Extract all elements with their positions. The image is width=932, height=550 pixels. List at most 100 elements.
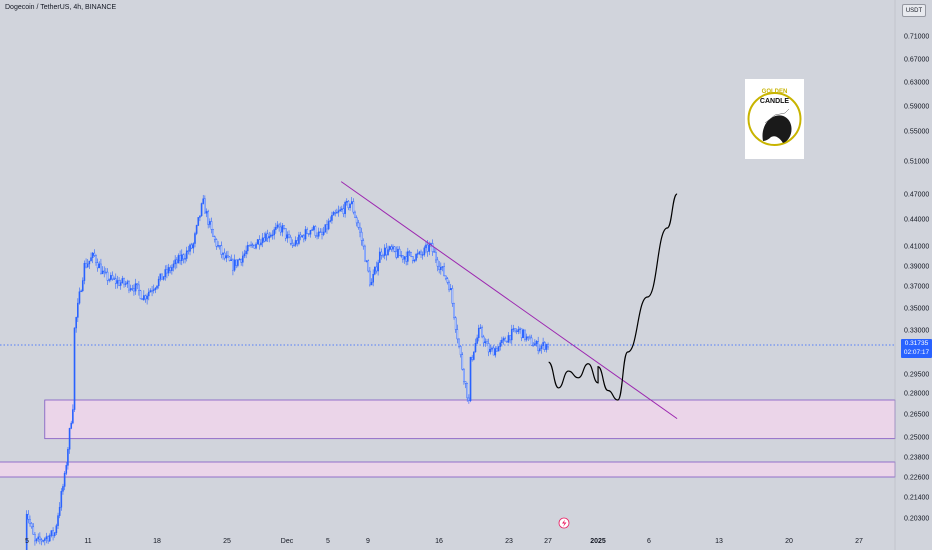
candle-body-251 bbox=[436, 259, 439, 267]
candle-body-97 bbox=[182, 254, 185, 260]
candle-body-284 bbox=[491, 347, 493, 350]
candle-body-293 bbox=[506, 340, 508, 343]
candle-body-234 bbox=[408, 251, 411, 253]
candle-body-133 bbox=[242, 255, 244, 263]
candle-body-223 bbox=[390, 246, 393, 250]
candle-body-113 bbox=[209, 221, 211, 225]
candle-body-189 bbox=[334, 212, 337, 214]
candle-body-9 bbox=[37, 536, 40, 540]
price-axis[interactable]: 0.71000 0.67000 0.63000 0.59000 0.55000 0.510… bbox=[904, 34, 929, 523]
candles bbox=[25, 194, 549, 550]
price-tick-label: 0.26500 bbox=[904, 412, 929, 419]
time-tick-label: 23 bbox=[505, 538, 513, 545]
candle-body-315 bbox=[542, 342, 544, 346]
candle-body-55 bbox=[113, 278, 115, 280]
candle-body-307 bbox=[529, 336, 531, 339]
candle-body-265 bbox=[459, 346, 462, 355]
candle-body-258 bbox=[448, 282, 450, 291]
candle-body-231 bbox=[403, 256, 406, 260]
candle-body-183 bbox=[324, 224, 327, 233]
candle-body-290 bbox=[501, 339, 503, 344]
candle-body-187 bbox=[331, 215, 333, 221]
candle-body-298 bbox=[514, 328, 516, 332]
candle-body-199 bbox=[350, 201, 353, 205]
candle-body-140 bbox=[253, 244, 256, 249]
projection-layer[interactable] bbox=[548, 193, 678, 401]
time-axis[interactable]: 5 11 18 25 Dec 5 9 16 23 27 2025 6 13 20 27 bbox=[25, 538, 863, 545]
candle-body-292 bbox=[504, 338, 506, 342]
candle-body-79 bbox=[152, 289, 155, 291]
candle-body-120 bbox=[220, 245, 223, 255]
time-tick-label: 16 bbox=[435, 538, 443, 545]
candle-body-248 bbox=[431, 243, 434, 252]
candle-body-312 bbox=[537, 341, 539, 351]
candle-body-200 bbox=[352, 201, 355, 213]
logo-text-candle: CANDLE bbox=[760, 98, 789, 105]
candle-body-275 bbox=[476, 337, 478, 344]
candle-body-266 bbox=[461, 354, 464, 370]
candle-body-174 bbox=[309, 230, 312, 235]
candle-body-301 bbox=[519, 328, 521, 330]
candle-body-124 bbox=[227, 255, 229, 258]
candle-body-195 bbox=[344, 202, 346, 215]
candle-body-56 bbox=[114, 278, 117, 284]
candle-body-64 bbox=[128, 281, 130, 291]
candle-body-235 bbox=[410, 251, 412, 257]
candle-body-252 bbox=[438, 265, 440, 270]
candle-body-306 bbox=[527, 336, 530, 338]
price-tick-label: 0.44000 bbox=[904, 217, 929, 224]
resistance-trendline bbox=[340, 181, 678, 420]
candle-body-132 bbox=[240, 258, 242, 263]
candle-body-210 bbox=[369, 270, 371, 286]
time-tick-label: 6 bbox=[647, 538, 651, 545]
candle-body-141 bbox=[255, 243, 257, 249]
candle-body-144 bbox=[260, 242, 262, 246]
candle-body-36 bbox=[81, 280, 84, 292]
candle-body-142 bbox=[256, 239, 259, 245]
candle-body-112 bbox=[207, 211, 209, 225]
time-tick-label: 25 bbox=[223, 538, 231, 545]
trendline-layer[interactable] bbox=[340, 181, 678, 420]
projection-path bbox=[548, 193, 678, 401]
candle-body-16 bbox=[48, 535, 51, 542]
candle-body-163 bbox=[291, 243, 294, 246]
candle-body-62 bbox=[124, 283, 127, 285]
candle-body-61 bbox=[123, 278, 125, 285]
price-tick-label: 0.28000 bbox=[904, 391, 929, 398]
candle-body-262 bbox=[454, 317, 457, 330]
candle-body-203 bbox=[357, 222, 360, 228]
price-tick-label: 0.39000 bbox=[904, 264, 929, 271]
currency-button[interactable]: USDT bbox=[902, 4, 926, 17]
candle-body-31 bbox=[73, 327, 76, 410]
candle-body-294 bbox=[507, 335, 510, 343]
candle-body-108 bbox=[200, 203, 203, 217]
candle-body-75 bbox=[146, 295, 148, 300]
candle-body-175 bbox=[311, 229, 313, 231]
candle-body-212 bbox=[372, 273, 374, 283]
candle-body-50 bbox=[105, 271, 107, 274]
time-tick-label: 18 bbox=[153, 538, 161, 545]
candle-body-93 bbox=[176, 259, 178, 264]
candle-body-318 bbox=[547, 344, 549, 348]
candle-body-72 bbox=[141, 298, 143, 301]
candle-body-87 bbox=[166, 269, 168, 274]
current-price-label: 0.31735 bbox=[904, 340, 929, 347]
candle-body-78 bbox=[151, 290, 153, 292]
candle-body-42 bbox=[91, 252, 94, 258]
candle-body-125 bbox=[228, 256, 231, 261]
candle-body-317 bbox=[545, 344, 548, 350]
candle-body-238 bbox=[415, 254, 417, 261]
candle-body-220 bbox=[385, 247, 388, 256]
candle-body-46 bbox=[98, 263, 101, 269]
candle-body-287 bbox=[496, 348, 498, 352]
event-marker[interactable] bbox=[558, 517, 570, 529]
candle-body-45 bbox=[96, 262, 99, 269]
candle-body-7 bbox=[34, 534, 36, 542]
candle-body-279 bbox=[482, 336, 485, 344]
price-tick-label: 0.20300 bbox=[904, 516, 929, 523]
candle-body-44 bbox=[95, 255, 97, 263]
symbol-title: Dogecoin / TetherUS, 4h, BINANCE bbox=[5, 4, 117, 11]
price-tick-label: 0.35000 bbox=[904, 306, 929, 313]
candle-body-22 bbox=[58, 506, 61, 516]
